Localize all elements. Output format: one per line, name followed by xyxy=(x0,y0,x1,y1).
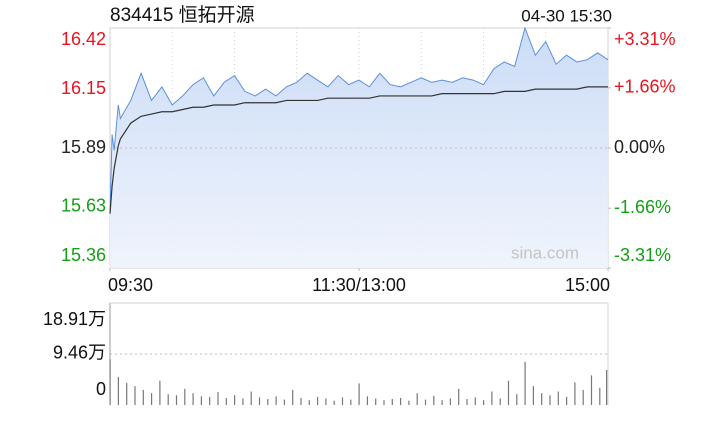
volume-bar xyxy=(433,395,435,405)
y-tick-label: 15.89 xyxy=(61,137,106,157)
volume-bar xyxy=(151,393,153,405)
volume-bar xyxy=(458,388,460,405)
volume-bar xyxy=(109,359,111,405)
volume-bar xyxy=(250,391,252,405)
volume-bar xyxy=(391,399,393,405)
volume-bar xyxy=(499,398,501,405)
volume-bar xyxy=(549,395,551,405)
volume-bar xyxy=(159,380,161,405)
volume-bar xyxy=(582,389,584,405)
volume-bar xyxy=(375,398,377,405)
volume-bar xyxy=(483,400,485,405)
volume-bar xyxy=(267,399,269,405)
volume-bar xyxy=(416,393,418,405)
volume-bar xyxy=(366,396,368,405)
y-tick-label: 18.91万 xyxy=(43,309,106,329)
watermark: sina.com xyxy=(511,243,579,262)
volume-bar xyxy=(408,400,410,405)
volume-bar xyxy=(557,391,559,405)
volume-bar xyxy=(606,369,608,405)
volume-bar xyxy=(333,400,335,405)
volume-bar xyxy=(175,395,178,405)
volume-bar xyxy=(134,386,136,405)
volume-bar xyxy=(217,392,219,405)
volume-bar xyxy=(167,394,169,405)
volume-bar xyxy=(300,397,302,405)
volume-bar xyxy=(541,393,543,405)
volume-bar xyxy=(424,399,427,405)
volume-bar xyxy=(516,394,518,405)
volume-bar xyxy=(200,396,202,405)
volume-bar xyxy=(599,387,601,405)
y2-tick-label: +3.31% xyxy=(614,29,676,49)
volume-bar xyxy=(441,400,443,405)
volume-bar xyxy=(449,398,451,405)
volume-bar xyxy=(234,395,236,405)
x-tick-label: 15:00 xyxy=(565,275,610,295)
y-tick-label: 16.42 xyxy=(61,29,106,49)
y-tick-label: 15.63 xyxy=(61,196,106,216)
volume-bar xyxy=(590,375,593,405)
volume-bar xyxy=(532,386,534,405)
volume-bar xyxy=(507,380,510,405)
volume-bar xyxy=(358,383,360,405)
volume-bar xyxy=(466,399,468,405)
volume-bar xyxy=(209,396,211,405)
volume-bar xyxy=(225,397,227,405)
volume-bar xyxy=(242,398,244,405)
volume-bar xyxy=(283,399,285,405)
volume-bar xyxy=(142,389,144,405)
y-tick-label: 9.46万 xyxy=(53,343,106,363)
y2-tick-label: -3.31% xyxy=(614,245,671,265)
volume-bar xyxy=(258,397,261,405)
price-area xyxy=(110,28,608,268)
y-tick-label: 0 xyxy=(96,379,106,399)
volume-bar xyxy=(292,389,294,405)
average-line xyxy=(109,86,608,214)
volume-bar xyxy=(400,397,402,405)
volume-bar xyxy=(341,397,344,405)
volume-bar xyxy=(566,396,568,405)
volume-bar xyxy=(325,398,327,405)
volume-bar xyxy=(350,399,352,405)
y2-tick-label: 0.00% xyxy=(614,137,665,157)
x-tick-label: 09:30 xyxy=(108,275,153,295)
volume-bar xyxy=(574,382,576,405)
volume-bar xyxy=(275,396,277,405)
volume-bar xyxy=(117,376,119,405)
volume-bar xyxy=(317,396,319,405)
y-tick-label: 16.15 xyxy=(61,78,106,98)
volume-bar xyxy=(491,391,493,405)
timestamp: 04-30 15:30 xyxy=(521,6,612,25)
chart-title: 834415 恒拓开源 xyxy=(110,4,255,26)
y2-tick-label: -1.66% xyxy=(614,197,671,217)
volume-bar xyxy=(192,393,194,405)
y-tick-label: 15.36 xyxy=(61,245,106,265)
y2-tick-label: +1.66% xyxy=(614,77,676,97)
volume-bar xyxy=(524,361,526,405)
x-tick-label: 11:30/13:00 xyxy=(312,275,406,295)
volume-bar xyxy=(308,400,310,405)
volume-bar xyxy=(184,388,186,405)
price-line xyxy=(109,26,609,214)
volume-bar xyxy=(126,382,128,405)
volume-bar xyxy=(474,397,476,405)
volume-bar xyxy=(383,400,385,405)
